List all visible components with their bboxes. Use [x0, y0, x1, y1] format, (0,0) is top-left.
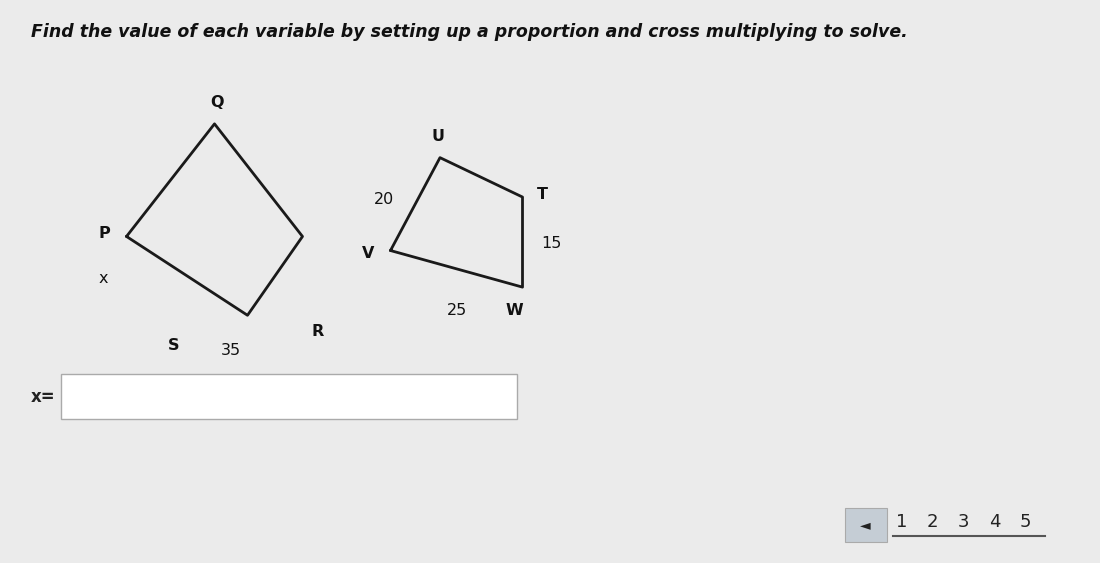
Text: 1: 1 [896, 513, 907, 531]
FancyBboxPatch shape [845, 508, 887, 542]
Text: 15: 15 [541, 236, 562, 251]
FancyBboxPatch shape [60, 374, 517, 419]
Text: 3: 3 [958, 513, 969, 531]
Text: 5: 5 [1020, 513, 1031, 531]
Text: Q: Q [210, 95, 223, 110]
Text: U: U [431, 128, 444, 144]
Text: Find the value of each variable by setting up a proportion and cross multiplying: Find the value of each variable by setti… [31, 23, 907, 41]
Text: S: S [168, 338, 179, 353]
Text: 25: 25 [447, 303, 466, 318]
Text: P: P [98, 226, 110, 241]
Text: 2: 2 [927, 513, 938, 531]
Text: T: T [537, 187, 548, 202]
Text: 35: 35 [221, 343, 241, 359]
Text: 20: 20 [374, 193, 394, 207]
Text: W: W [506, 303, 524, 318]
Text: R: R [311, 324, 323, 339]
Text: 4: 4 [989, 513, 1000, 531]
Text: ◄: ◄ [860, 518, 871, 531]
Text: V: V [362, 246, 374, 261]
Text: x=: x= [31, 388, 55, 406]
Text: x: x [98, 271, 108, 286]
